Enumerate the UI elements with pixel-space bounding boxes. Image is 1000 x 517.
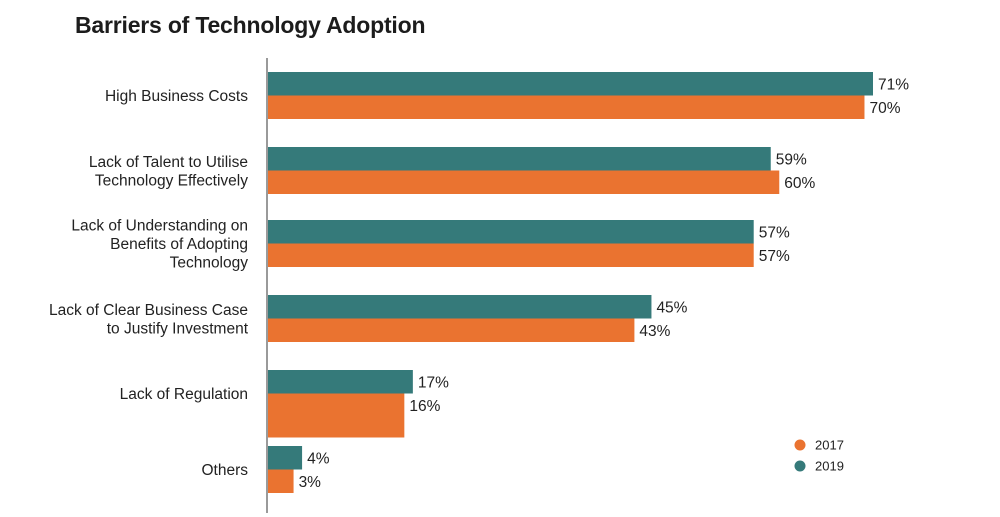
legend-marker-2017 [794, 439, 806, 451]
bar-2017-3 [268, 318, 635, 342]
value-label-2019-5: 4% [307, 450, 330, 467]
bar-2017-2 [268, 243, 754, 267]
bar-2017-1 [268, 170, 780, 194]
category-label-1: Lack of Talent to Utilise Technology Effe… [89, 154, 248, 190]
value-label-2019-1: 59% [776, 151, 807, 168]
bar-2019-3 [268, 295, 652, 319]
legend-marker-2019 [794, 460, 806, 472]
value-label-2017-1: 60% [784, 175, 815, 192]
bar-2019-1 [268, 147, 771, 171]
bar-2019-4 [268, 370, 413, 394]
value-label-2019-4: 17% [418, 374, 449, 391]
value-label-2017-0: 70% [869, 100, 900, 117]
bar-2019-0 [268, 72, 873, 96]
bar-2017-0 [268, 95, 865, 119]
bar-2019-2 [268, 220, 754, 244]
legend-label-2017: 2017 [815, 438, 844, 453]
legend: 2017 2019 [794, 438, 844, 474]
category-label-3: Lack of Clear Business Case to Justify In… [49, 302, 249, 338]
legend-label-2019: 2019 [815, 459, 844, 474]
category-label-5: Others [201, 462, 248, 479]
category-label-0: High Business Costs [105, 88, 248, 105]
bars-layer [268, 72, 873, 493]
category-label-2: Lack of Understanding on Benefits of Adop… [71, 218, 248, 272]
category-label-4: Lack of Regulation [120, 386, 248, 403]
value-label-2017-4: 16% [409, 398, 440, 415]
value-label-2017-5: 3% [299, 474, 322, 491]
bar-2017-5 [268, 469, 294, 493]
value-label-2019-3: 45% [656, 299, 687, 316]
bar-2019-5 [268, 446, 303, 470]
value-label-2017-3: 43% [639, 323, 670, 340]
chart-title: Barriers of Technology Adoption [75, 12, 426, 38]
value-label-2019-2: 57% [759, 224, 790, 241]
bar-2017-4 [268, 393, 405, 438]
value-label-2017-2: 57% [759, 248, 790, 265]
labels-layer: 71% 70% High Business Costs 59% 60% Lack of T… [49, 76, 909, 491]
value-label-2019-0: 71% [878, 76, 909, 93]
